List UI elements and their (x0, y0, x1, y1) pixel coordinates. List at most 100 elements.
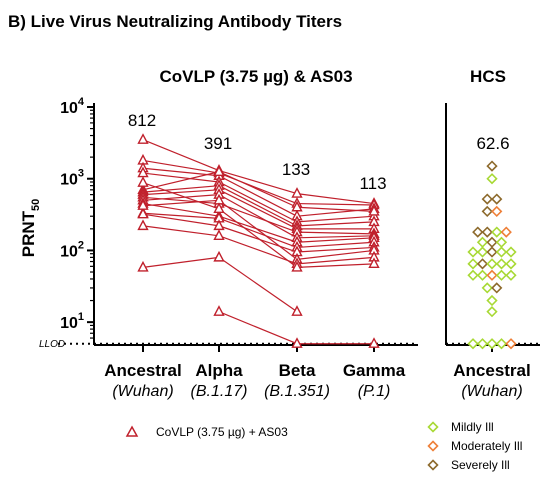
x-category-sublabel: (B.1.17) (191, 383, 248, 400)
data-point-triangle (137, 176, 149, 187)
data-point-triangle (291, 200, 303, 212)
hcs-category-label: Ancestral (453, 361, 530, 380)
llod-label: LLOD (39, 339, 65, 350)
data-point-diamond (481, 205, 493, 218)
vaccine-panel-title: CoVLP (3.75 µg) & AS03 (159, 67, 352, 86)
data-point-diamond (491, 205, 503, 218)
gmt-label: 133 (282, 160, 310, 179)
series-line (218, 189, 298, 230)
data-point-triangle (137, 199, 149, 210)
data-point-diamond (467, 269, 479, 281)
data-point-triangle (213, 250, 225, 262)
series-line (296, 237, 375, 243)
series-line (296, 235, 375, 239)
data-point-diamond (486, 173, 498, 185)
series-line (296, 256, 375, 265)
legend-label: Moderately Ill (451, 439, 522, 453)
legend-diamond-marker (427, 421, 439, 433)
series-line (218, 203, 298, 233)
y-axis-label-sub: 50 (30, 199, 42, 211)
series-line (218, 208, 298, 268)
y-tick-exponent: 4 (78, 96, 85, 108)
vaccine-labels: Ancestral (Wuhan) 812 Alpha (B.1.17) 391 Beta (… (104, 111, 405, 400)
data-point-triangle (137, 260, 149, 272)
y-tick-base: 10 (60, 172, 78, 189)
legend-diamond-marker (427, 440, 439, 452)
y-tick-label: 101 (60, 311, 84, 332)
hcs-category-sublabel: (Wuhan) (461, 383, 522, 400)
series-line (142, 199, 220, 207)
series-line (218, 217, 298, 249)
data-point-diamond (495, 269, 508, 281)
series-line (142, 194, 220, 201)
vaccine-legend: CoVLP (3.75 µg) + AS03 (125, 425, 288, 439)
data-point-diamond (505, 258, 517, 270)
series-line (218, 256, 298, 313)
data-point-triangle (137, 207, 149, 219)
series-line (218, 311, 298, 345)
data-point-triangle (213, 305, 225, 316)
vaccine-markers (137, 133, 380, 348)
data-point-diamond (467, 258, 479, 270)
data-point-diamond (481, 226, 493, 238)
series-line (142, 182, 220, 210)
series-line (218, 235, 298, 265)
hcs-panel-title: HCS (470, 67, 506, 86)
data-point-diamond (476, 246, 489, 258)
data-point-diamond (472, 226, 484, 238)
data-point-diamond (505, 269, 517, 281)
series-line (296, 206, 375, 213)
legend-diamond-marker (427, 459, 439, 471)
series-line (142, 139, 220, 172)
series-line (296, 246, 375, 253)
data-point-triangle (368, 337, 380, 348)
series-line (218, 175, 298, 217)
series-line (218, 225, 298, 253)
data-point-diamond (467, 246, 479, 258)
series-line (218, 199, 298, 260)
x-category-label: Beta (279, 361, 316, 380)
data-point-diamond (500, 226, 512, 238)
data-point-diamond (495, 246, 508, 258)
hcs-markers (467, 160, 517, 350)
data-point-diamond (486, 269, 498, 281)
series-line (142, 256, 220, 268)
legend-label: Severely Ill (451, 458, 510, 472)
series-line (142, 172, 220, 183)
data-point-diamond (481, 282, 493, 294)
series-line (218, 181, 298, 223)
gmt-label: 812 (128, 111, 156, 130)
x-category-sublabel: (P.1) (358, 383, 391, 400)
data-point-diamond (486, 246, 498, 258)
series-line (142, 189, 220, 196)
y-tick-base: 10 (60, 100, 78, 117)
data-point-diamond (486, 236, 498, 248)
data-point-diamond (476, 338, 489, 350)
hcs-gmt-label: 62.6 (476, 134, 509, 153)
data-point-diamond (495, 236, 508, 248)
gmt-label: 113 (359, 174, 386, 193)
series-line (296, 263, 375, 268)
legend-label-vaccine: CoVLP (3.75 µg) + AS03 (156, 425, 288, 439)
series-line (296, 241, 375, 249)
data-point-diamond (486, 306, 498, 318)
data-point-triangle (213, 202, 225, 214)
series-line (296, 208, 375, 217)
y-tick-label: 102 (60, 239, 84, 260)
data-point-diamond (486, 338, 498, 350)
data-point-diamond (467, 338, 479, 350)
x-category-sublabel: (B.1.351) (264, 383, 330, 400)
data-point-diamond (491, 226, 503, 238)
series-line (142, 196, 220, 205)
data-point-diamond (491, 282, 503, 294)
series-line (218, 194, 298, 239)
series-line (296, 249, 375, 260)
series-line (142, 185, 220, 193)
y-tick-exponent: 1 (78, 311, 84, 323)
x-category-label: Gamma (343, 361, 406, 380)
data-point-triangle (137, 133, 149, 144)
y-tick-label: 103 (60, 168, 84, 189)
data-point-diamond (476, 269, 489, 281)
